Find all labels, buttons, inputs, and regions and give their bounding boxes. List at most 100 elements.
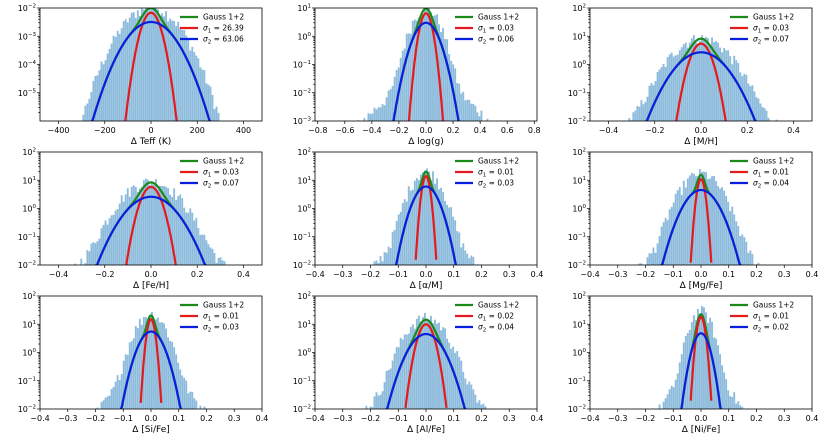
histogram-bar [658,69,661,121]
histogram-bar [381,261,384,265]
histogram-bar [444,39,447,121]
histogram-bar [407,33,410,121]
histogram-bar [466,99,469,121]
histogram-bar [161,186,163,265]
histogram-bar [741,406,744,409]
histogram-bar [373,396,376,409]
histogram-bar [741,234,744,265]
gauss-narrow-curve [407,12,445,121]
histogram-bar [205,83,208,121]
y-tick-label: 100 [572,348,586,358]
histogram-bar [191,391,194,409]
histogram-bar [646,96,649,121]
legend-sigma2: σ2 = 0.02 [753,323,789,334]
histogram-bar [464,100,467,121]
histogram-bar [763,108,766,121]
histogram-bar [140,8,143,121]
histogram-bar [767,117,770,121]
histogram-bar [377,263,380,265]
x-tick-label: −0.1 [114,414,133,423]
histogram-bar [757,262,760,265]
histogram-bar [417,17,420,121]
plot-area [658,306,744,409]
histogram-bar [195,400,198,409]
x-tick-label: −0.4 [49,270,68,279]
histogram-bar [379,107,382,121]
histogram-bar [94,75,97,121]
histogram-bar [636,105,639,121]
histogram-bar [723,190,726,265]
histogram-bar [462,371,465,409]
histogram-bar [715,181,717,265]
histogram-bar [118,203,121,265]
legend-sigma2: σ2 = 0.04 [753,179,789,190]
histogram-bar [676,373,679,409]
histogram-bar [709,317,711,409]
plot-area [373,168,479,265]
histogram-bar [419,174,422,265]
histogram-bar [719,47,722,121]
histogram-bar [383,252,386,265]
histogram-bar [148,184,151,265]
histogram-bar [446,39,449,121]
histogram-bar [373,107,376,121]
histogram-bar [468,99,471,121]
x-tick-label: −0.2 [361,270,380,279]
x-tick-label: 0.6 [501,126,514,135]
legend-sigma1: σ1 = 0.03 [753,24,789,35]
histogram-bar [409,190,412,265]
x-tick-label: −0.3 [333,270,352,279]
x-tick-label: −0.2 [389,126,408,135]
histogram-bar [711,321,713,409]
histogram-bar [369,113,372,121]
histogram-bar [719,354,722,409]
gauss-wide-curve [680,332,722,409]
histogram-bar [664,217,667,265]
histogram-bar [733,55,736,121]
histogram-bar [108,48,111,121]
histogram-bar [719,188,722,265]
histogram-bar [413,328,416,409]
histogram-bar [371,407,374,409]
y-tick-label: 10−2 [18,261,36,271]
y-tick-label: 102 [22,292,36,302]
gauss-narrow-curve [689,315,713,401]
histogram-bar [640,263,643,265]
y-tick-label: 10−2 [568,117,586,127]
y-tick-label: 101 [22,176,36,186]
histogram-bar [428,8,430,121]
panel-2: −0.8 −0.6 −0.4 −0.2 0.0 0.2 0.4 0.6 0.8 10−3 10−2 1… [293,4,541,148]
histogram-bar [393,76,396,121]
histogram-bar [140,186,143,265]
histogram-bar [739,235,742,265]
x-tick-label: 0.2 [191,270,204,279]
histogram-bar [94,243,97,265]
x-tick-label: 0.3 [503,270,516,279]
histogram-bar [688,42,691,121]
histogram-bar [385,97,388,121]
histogram-bar [187,393,190,409]
histogram-bar [701,171,703,265]
gauss-wide-curve [91,20,211,121]
legend-gauss-sum: Gauss 1+2 [478,157,519,166]
histogram-bar [450,60,453,121]
histogram-bar [153,321,155,409]
histogram-bar [106,224,109,265]
histogram-bar [676,54,679,121]
histogram-bar [104,397,107,409]
x-tick-label: −0.2 [86,414,105,423]
histogram-bar [159,16,161,121]
x-tick-label: −200 [94,126,116,135]
histogram-bar [450,207,453,265]
histogram-bar [755,97,758,121]
y-tick-label: 101 [297,320,311,330]
histogram-bar [711,176,713,265]
histogram-bar [399,337,402,409]
x-tick-label: 0.0 [420,414,433,423]
histogram-bar [438,322,440,409]
x-tick-label: −0.4 [305,270,324,279]
histogram-bar [438,189,440,265]
histogram-bar [743,237,746,265]
